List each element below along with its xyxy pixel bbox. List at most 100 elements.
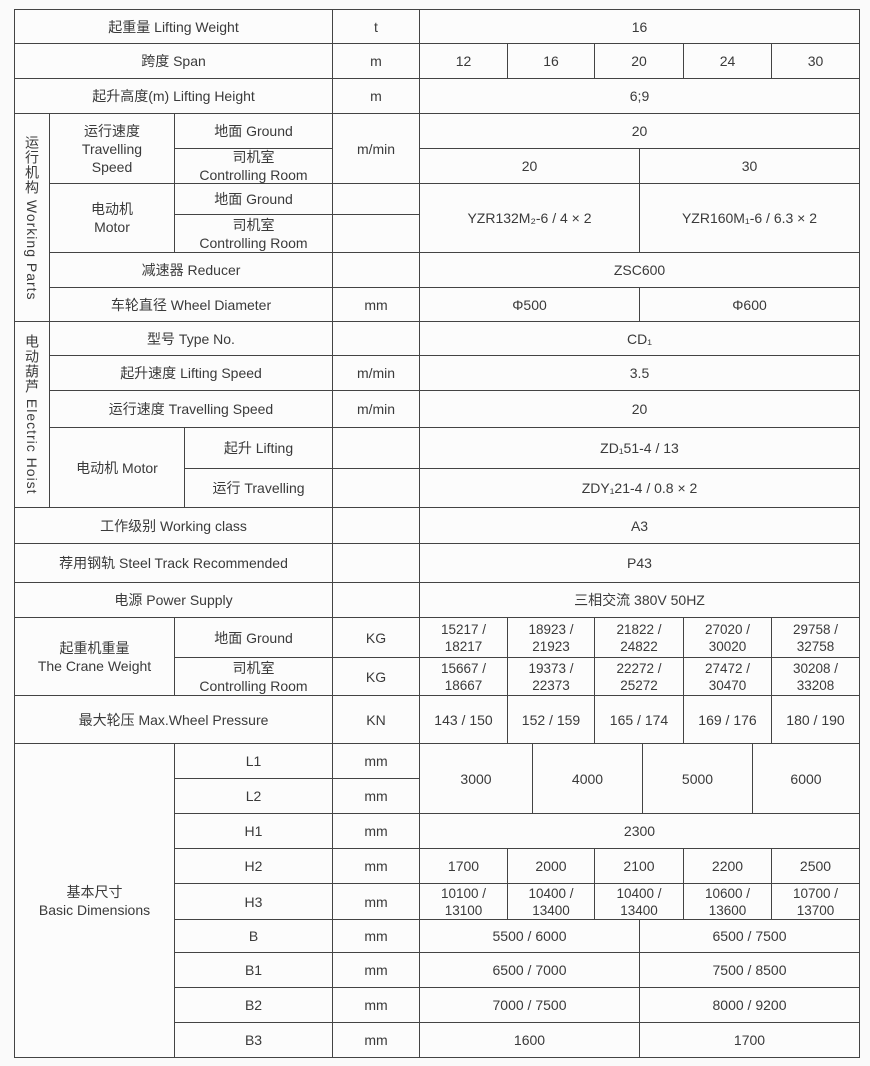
value-cell-text: 20 (521, 158, 538, 174)
value-cell-text: 5500 / 6000 (492, 928, 567, 944)
row-label: 电动机 Motor (49, 183, 175, 253)
value-cell-text: 2000 (535, 858, 567, 874)
value-cell: Φ600 (639, 287, 860, 322)
sub-label-text: 起升 Lifting (223, 440, 294, 456)
value-cell: 169 / 176 (683, 695, 772, 744)
unit-cell-text: mm (364, 753, 388, 769)
value-cell-text: 5000 (681, 770, 714, 787)
value-cell-text: A3 (630, 517, 649, 534)
value-cell: 6500 / 7000 (419, 952, 640, 988)
value-cell: 152 / 159 (507, 695, 595, 744)
row-label: 车轮直径 Wheel Diameter (49, 287, 333, 322)
value-cell: Φ500 (419, 287, 640, 322)
sub-label-text: B3 (244, 1032, 263, 1048)
value-cell-text: 10700 / 13700 (792, 885, 839, 918)
unit-cell-text: mm (364, 858, 388, 874)
value-cell: 27472 / 30470 (683, 657, 772, 696)
value-cell: 30208 / 33208 (771, 657, 860, 696)
value-cell: 1700 (639, 1022, 860, 1058)
value-cell: 20 (419, 148, 640, 184)
sub-label: B1 (174, 952, 333, 988)
value-cell: 27020 / 30020 (683, 617, 772, 658)
value-cell: 24 (683, 43, 772, 79)
value-cell: 3000 (419, 743, 533, 814)
row-label-text: 基本尺寸 Basic Dimensions (38, 883, 151, 918)
row-label-text: 起升高度(m) Lifting Height (92, 88, 255, 104)
unit-cell: m (332, 78, 420, 114)
sub-label: 起升 Lifting (184, 427, 333, 469)
row-label: 起重机重量 The Crane Weight (14, 617, 175, 696)
value-cell-text: 152 / 159 (521, 711, 581, 728)
value-cell-text: 三相交流 380V 50HZ (574, 592, 705, 608)
value-cell-text: 27020 / 30020 (704, 621, 751, 654)
value-cell: YZR160M₁-6 / 6.3 × 2 (639, 183, 860, 253)
value-cell: 18923 / 21923 (507, 617, 595, 658)
sub-label: B (174, 919, 333, 953)
value-cell-text: 4000 (571, 770, 604, 787)
unit-cell: mm (332, 848, 420, 884)
row-label: 起升速度 Lifting Speed (49, 355, 333, 391)
value-cell-text: 10400 / 13400 (528, 885, 574, 918)
value-cell: 4000 (532, 743, 643, 814)
unit-cell: m/min (332, 390, 420, 428)
value-cell-text: 1700 (447, 858, 480, 874)
value-cell: ZSC600 (419, 252, 860, 288)
value-cell: ZD₁51-4 / 13 (419, 427, 860, 469)
value-cell-text: ZD₁51-4 / 13 (600, 440, 679, 456)
value-cell: 16 (507, 43, 595, 79)
unit-cell: mm (332, 778, 420, 814)
value-cell-text: 20 (631, 53, 647, 69)
row-label: 跨度 Span (14, 43, 333, 79)
row-label-text: 电动机 Motor (91, 201, 133, 235)
row-label-text: 跨度 Span (141, 53, 206, 69)
value-cell-text: 2300 (623, 823, 656, 839)
value-cell-text: 165 / 174 (609, 711, 669, 728)
unit-cell: m (332, 43, 420, 79)
value-cell-text: 29758 / 32758 (792, 621, 839, 654)
value-cell-text: 2200 (711, 858, 744, 874)
value-cell-text: ZSC600 (613, 262, 666, 278)
row-label: 电动机 Motor (49, 427, 185, 508)
value-cell-text: 21822 / 24822 (616, 621, 662, 654)
sub-label-text: H2 (244, 858, 263, 874)
value-cell-text: 30 (807, 53, 824, 69)
group-label: 运行机构 Working Parts (14, 113, 50, 322)
unit-cell: m/min (332, 355, 420, 391)
value-cell-text: 3000 (460, 770, 492, 787)
value-cell-text: 8000 / 9200 (712, 997, 787, 1013)
unit-cell (332, 321, 420, 356)
row-label-text: 电动机 Motor (76, 459, 158, 476)
value-cell-text: 10400 / 13400 (616, 885, 662, 918)
unit-cell: KG (332, 617, 420, 658)
value-cell-text: 6000 (790, 770, 822, 787)
unit-cell-text: mm (364, 893, 388, 910)
sub-label: 地面 Ground (174, 113, 333, 149)
value-cell: 7500 / 8500 (639, 952, 860, 988)
row-label: 减速器 Reducer (49, 252, 333, 288)
unit-cell: mm (332, 287, 420, 322)
group-label: 电动葫芦 Electric Hoist (14, 321, 50, 508)
value-cell: YZR132M₂-6 / 4 × 2 (419, 183, 640, 253)
row-label-text: 起升速度 Lifting Speed (120, 365, 262, 381)
value-cell-text: 1600 (513, 1032, 546, 1048)
value-cell: ZDY₁21-4 / 0.8 × 2 (419, 468, 860, 508)
unit-cell: t (332, 9, 420, 44)
value-cell-text: 16 (543, 53, 559, 69)
value-cell: 2500 (771, 848, 860, 884)
row-label: 运行速度 Travelling Speed (49, 390, 333, 428)
value-cell: 6;9 (419, 78, 860, 114)
value-cell: 三相交流 380V 50HZ (419, 582, 860, 618)
unit-cell-text: m/min (356, 140, 396, 157)
value-cell-text: 10100 / 13100 (440, 885, 487, 918)
sub-label-text: 运行 Travelling (212, 480, 305, 496)
sub-label: B3 (174, 1022, 333, 1058)
value-cell: 7000 / 7500 (419, 987, 640, 1023)
value-cell: 30 (771, 43, 860, 79)
sub-label-text: H1 (244, 823, 263, 839)
value-cell-text: 22272 / 25272 (616, 660, 662, 693)
value-cell-text: 18923 / 21923 (528, 621, 574, 654)
value-cell: 29758 / 32758 (771, 617, 860, 658)
value-cell: 16 (419, 9, 860, 44)
value-cell-text: 19373 / 22373 (528, 660, 574, 693)
